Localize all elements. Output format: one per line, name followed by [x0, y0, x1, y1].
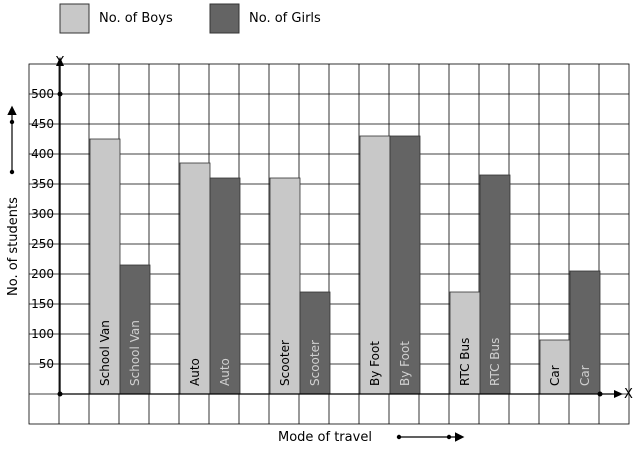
y-tick-label: 400 — [31, 147, 54, 161]
bar-label-auto-boys: Auto — [188, 358, 202, 386]
legend: No. of Boys No. of Girls — [59, 3, 321, 34]
y-tick-label: 300 — [31, 207, 54, 221]
bar-label-school-van-girls: School Van — [128, 320, 142, 386]
bar-car-boys — [539, 339, 571, 395]
y-tick-label: 100 — [31, 327, 54, 341]
origin-dot — [57, 391, 63, 397]
bar-scooter-girls — [299, 291, 331, 395]
y-axis-title: No. of students — [6, 197, 21, 296]
bar-car-girls — [569, 270, 601, 395]
bar-label-by-foot-boys: By Foot — [368, 341, 382, 386]
y-tick-label: 150 — [31, 297, 54, 311]
bar-label-auto-girls: Auto — [218, 358, 232, 386]
y-direction-arrow — [7, 105, 17, 175]
bar-scooter-boys — [269, 177, 301, 395]
bar-auto-boys — [179, 162, 211, 395]
axes: Y X — [55, 55, 633, 402]
legend-label-boys: No. of Boys — [99, 11, 173, 26]
bar-by-foot-boys — [359, 135, 391, 395]
bar-label-rtc-bus-boys: RTC Bus — [458, 338, 472, 386]
y-tick-label: 50 — [39, 357, 54, 371]
bar-label-car-girls: Car — [578, 365, 592, 386]
bar-label-by-foot-girls: By Foot — [398, 341, 412, 386]
legend-swatch-girls — [209, 3, 240, 34]
y-tick-label: 450 — [31, 117, 54, 131]
x-direction-arrow — [396, 432, 465, 442]
x-end-dot — [597, 391, 603, 397]
y-tick-labels: 50 100 150 200 250 300 350 400 450 500 — [31, 87, 54, 371]
x-axis-title: Mode of travel — [278, 430, 372, 445]
bars: School Van School Van Auto Auto Scooter Scoot… — [89, 135, 601, 395]
y-top-dot — [57, 91, 63, 97]
bar-label-scooter-boys: Scooter — [278, 340, 292, 386]
x-axis-arrow — [614, 390, 623, 398]
bar-school-van-girls — [119, 264, 151, 395]
y-tick-label: 250 — [31, 237, 54, 251]
legend-swatch-boys — [59, 3, 90, 34]
bar-label-rtc-bus-girls: RTC Bus — [488, 338, 502, 386]
bar-auto-girls — [209, 177, 241, 395]
y-axis-arrow — [56, 57, 64, 66]
bar-label-scooter-girls: Scooter — [308, 340, 322, 386]
bar-by-foot-girls — [389, 135, 421, 395]
y-tick-label: 200 — [31, 267, 54, 281]
bar-label-school-van-boys: School Van — [98, 320, 112, 386]
x-axis-letter: X — [624, 387, 633, 402]
y-tick-label: 350 — [31, 177, 54, 191]
y-axis-letter: Y — [55, 55, 64, 70]
bar-label-car-boys: Car — [548, 365, 562, 386]
y-tick-label: 500 — [31, 87, 54, 101]
legend-label-girls: No. of Girls — [249, 11, 321, 26]
